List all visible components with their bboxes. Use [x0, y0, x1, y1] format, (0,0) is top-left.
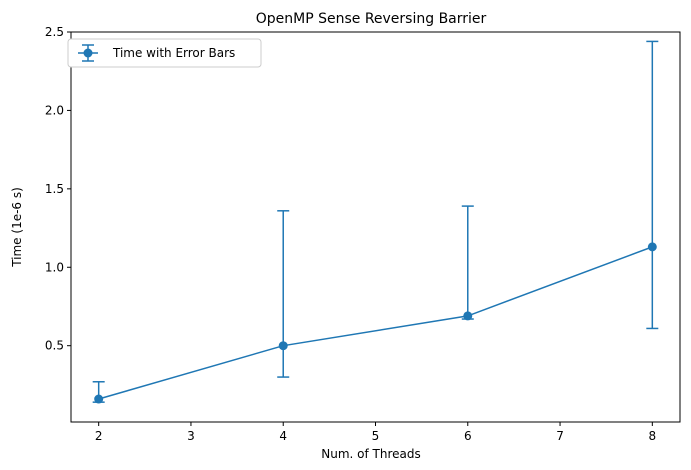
- y-tick-label: 0.5: [45, 339, 64, 353]
- x-tick-label: 4: [279, 429, 287, 443]
- y-tick-label: 2.5: [45, 25, 64, 39]
- x-axis: 2 3 4 5 6 7 8: [95, 422, 656, 443]
- y-tick-label: 1.0: [45, 260, 64, 274]
- y-tick-label: 2.0: [45, 103, 64, 117]
- legend-symbol: [78, 44, 98, 62]
- x-tick-label: 7: [556, 429, 564, 443]
- data-point: [278, 341, 288, 351]
- plot-area: [92, 40, 659, 404]
- x-tick-label: 5: [372, 429, 380, 443]
- legend: Time with Error Bars: [67, 38, 262, 68]
- x-tick-label: 8: [648, 429, 656, 443]
- data-point: [647, 242, 657, 252]
- legend-box: [67, 38, 262, 68]
- plot-frame: [70, 31, 681, 423]
- data-point: [94, 394, 104, 404]
- y-tick-label: 1.5: [45, 182, 64, 196]
- x-tick-label: 2: [95, 429, 103, 443]
- chart-title: OpenMP Sense Reversing Barrier: [256, 11, 487, 27]
- data-point: [463, 311, 473, 321]
- y-axis: 0.5 1.0 1.5 2.0 2.5: [45, 25, 71, 353]
- x-tick-label: 6: [464, 429, 472, 443]
- legend-marker: [83, 48, 93, 58]
- x-tick-label: 3: [187, 429, 195, 443]
- series-line: [98, 246, 653, 400]
- legend-label: Time with Error Bars: [112, 46, 235, 60]
- x-axis-label: Num. of Threads: [321, 447, 421, 461]
- y-axis-label: Time (1e-6 s): [10, 187, 24, 268]
